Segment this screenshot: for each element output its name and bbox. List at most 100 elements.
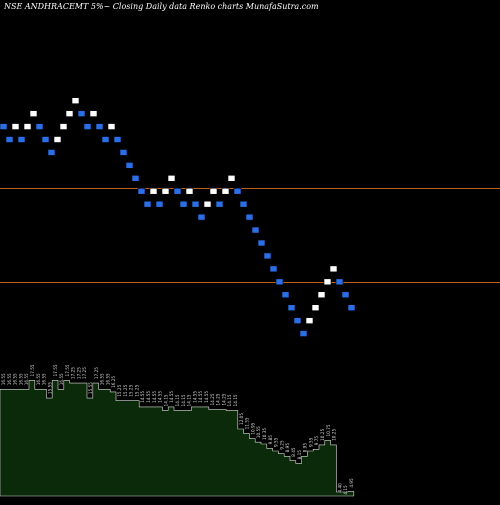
price-label: 9.25 — [279, 440, 284, 450]
price-label: 15.25 — [129, 384, 134, 396]
brick-down — [95, 123, 104, 130]
brick-up — [311, 304, 320, 311]
brick-up — [329, 265, 338, 273]
brick-down — [173, 187, 182, 195]
price-label: 14.25 — [210, 393, 215, 405]
price-label: 14.15 — [163, 394, 168, 406]
price-label: 11.55 — [245, 417, 250, 429]
price-label: 14.15 — [181, 394, 186, 406]
brick-down — [113, 136, 122, 143]
brick-down — [347, 304, 356, 311]
price-label: 8.95 — [285, 443, 290, 453]
brick-down — [251, 226, 260, 234]
brick-down — [5, 136, 14, 143]
price-label: 9.75 — [314, 436, 319, 446]
brick-down — [281, 291, 290, 299]
chart-title: NSE ANDHRACEMT 5%~ Closing Daily data Re… — [4, 2, 319, 11]
price-label: 17.55 — [65, 364, 70, 376]
brick-up — [227, 175, 236, 182]
price-label: 4.15 — [343, 485, 348, 495]
brick-down — [131, 175, 140, 182]
price-label: 17.25 — [76, 367, 81, 379]
brick-down — [35, 123, 44, 130]
price-label: 15.25 — [117, 384, 122, 396]
brick-up — [209, 187, 218, 195]
volume-area — [0, 380, 355, 497]
brick-up — [305, 317, 314, 324]
price-label: 16.55 — [13, 373, 18, 385]
brick-up — [23, 123, 32, 130]
brick-down — [275, 278, 284, 286]
brick-up — [89, 110, 98, 117]
brick-down — [0, 123, 8, 130]
price-label: 15.25 — [123, 384, 128, 396]
brick-down — [197, 213, 206, 221]
brick-down — [335, 278, 344, 286]
price-label: 12.05 — [239, 413, 244, 425]
price-label: 9.55 — [308, 437, 313, 447]
brick-up — [161, 187, 170, 195]
price-label: 15.25 — [134, 384, 139, 396]
price-label: 14.55 — [158, 391, 163, 403]
price-label: 14.55 — [169, 391, 174, 403]
price-label: 16.55 — [42, 373, 47, 385]
price-label: 14.15 — [233, 394, 238, 406]
brick-up — [71, 97, 80, 104]
brick-up — [53, 136, 62, 143]
brick-down — [155, 200, 164, 208]
price-label: 10.25 — [332, 429, 337, 441]
brick-down — [125, 162, 134, 169]
brick-up — [65, 110, 74, 117]
price-label: 14.25 — [216, 393, 221, 405]
price-label: 16.55 — [105, 373, 110, 385]
price-label: 15.55 — [47, 382, 52, 394]
brick-down — [41, 136, 50, 143]
price-label: 16.55 — [59, 373, 64, 385]
price-label: 14.55 — [146, 391, 151, 403]
brick-down — [137, 187, 146, 195]
price-label: 10.25 — [320, 429, 325, 441]
brick-up — [11, 123, 20, 130]
brick-down — [293, 317, 302, 324]
brick-down — [257, 239, 266, 247]
price-label: 15.55 — [88, 382, 93, 394]
brick-up — [29, 110, 38, 117]
price-label: 17.55 — [53, 364, 58, 376]
brick-down — [179, 200, 188, 208]
volume-step-area — [0, 380, 355, 497]
brick-up — [107, 123, 116, 130]
price-label: 16.55 — [18, 373, 23, 385]
price-label: 16.55 — [100, 373, 105, 385]
brick-down — [47, 149, 56, 156]
price-label: 16.25 — [111, 376, 116, 388]
price-label: 17.25 — [94, 367, 99, 379]
brick-up — [323, 278, 332, 286]
brick-down — [287, 304, 296, 311]
price-label: 16.55 — [24, 373, 29, 385]
price-label: 8.95 — [303, 443, 308, 453]
brick-down — [17, 136, 26, 143]
price-label: 14.15 — [175, 394, 180, 406]
brick-down — [239, 200, 248, 208]
brick-down — [83, 123, 92, 130]
price-label: 14.25 — [221, 393, 226, 405]
brick-down — [77, 110, 86, 117]
reference-lines — [0, 188, 500, 283]
price-label: 8.45 — [291, 447, 296, 457]
price-label: 9.85 — [268, 435, 273, 445]
brick-up — [149, 187, 158, 195]
brick-down — [119, 149, 128, 156]
price-label: 17.25 — [71, 367, 76, 379]
brick-up — [185, 187, 194, 195]
price-label: 14.15 — [187, 394, 192, 406]
renko-bricks — [0, 97, 356, 337]
price-label: 10.75 — [326, 424, 331, 436]
price-label: 16.55 — [7, 373, 12, 385]
brick-up — [203, 200, 212, 208]
brick-up — [167, 175, 176, 182]
brick-down — [143, 200, 152, 208]
price-label: 16.55 — [36, 373, 41, 385]
brick-down — [191, 200, 200, 208]
